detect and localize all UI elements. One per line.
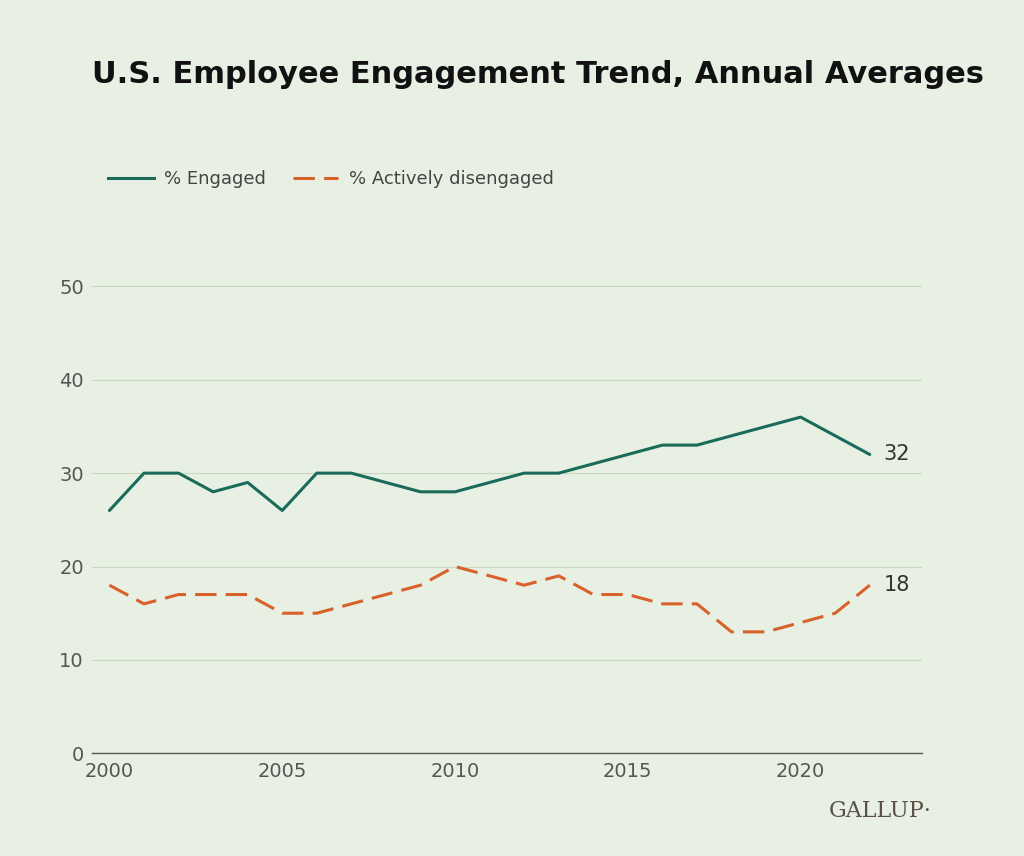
Text: 18: 18: [884, 575, 910, 595]
Legend: % Engaged, % Actively disengaged: % Engaged, % Actively disengaged: [101, 163, 561, 195]
Text: GALLUP·: GALLUP·: [829, 800, 932, 822]
Text: U.S. Employee Engagement Trend, Annual Averages: U.S. Employee Engagement Trend, Annual A…: [92, 60, 984, 89]
Text: 32: 32: [884, 444, 910, 465]
